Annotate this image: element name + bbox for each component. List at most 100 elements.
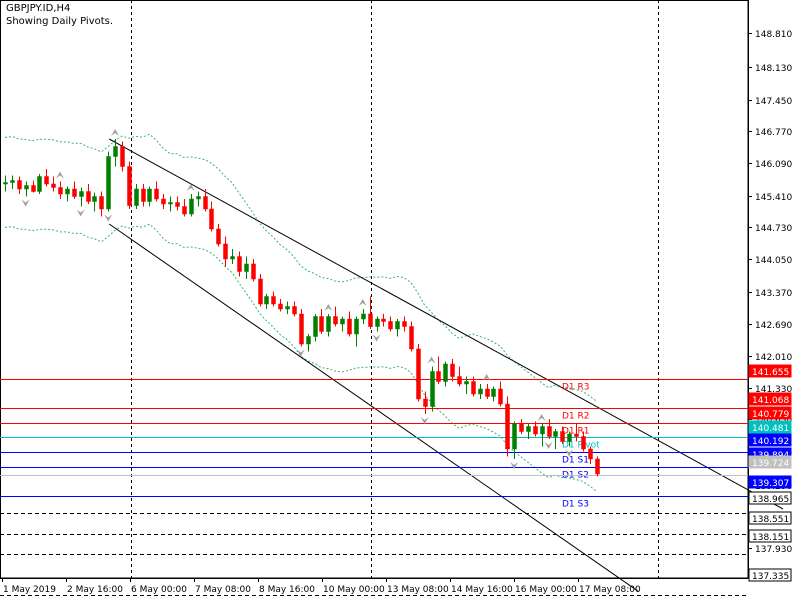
time-tick-label: 16 May 00:00 <box>515 585 577 595</box>
candle-body <box>86 191 91 202</box>
candle <box>409 321 414 352</box>
time-tick-label: 6 May 00:00 <box>131 585 187 595</box>
candle <box>113 139 118 167</box>
time-tick-label: 2 May 16:00 <box>67 585 123 595</box>
candle <box>388 316 393 332</box>
price-scale-tag: 139.307 <box>748 475 792 489</box>
candle-body <box>409 326 414 350</box>
candle-body <box>464 381 469 385</box>
candle-body <box>436 371 441 382</box>
pivot-label: D1 R2 <box>562 412 590 422</box>
price-tag-bg <box>748 364 792 378</box>
candle <box>196 191 201 207</box>
candle-body <box>519 423 524 432</box>
candle-body <box>574 433 579 437</box>
candle-body <box>595 458 600 475</box>
candle <box>168 196 173 212</box>
fractal-up-icon <box>186 184 195 191</box>
candle <box>560 426 565 444</box>
candle <box>498 381 503 407</box>
candle-body <box>512 423 517 450</box>
candle <box>51 176 56 192</box>
candle <box>423 391 428 414</box>
candle <box>134 184 139 209</box>
price-tick-label: 142.010 <box>755 353 792 363</box>
time-tick-label: 14 May 16:00 <box>451 585 513 595</box>
candle-body <box>306 336 311 345</box>
price-tick-label: 148.810 <box>755 30 792 40</box>
candle <box>340 316 345 332</box>
candle <box>99 191 104 217</box>
time-tick-label: 17 May 08:00 <box>579 585 641 595</box>
price-tag-bg <box>748 420 792 434</box>
candle <box>154 181 159 202</box>
fractal-down-icon <box>565 449 574 457</box>
candle <box>443 361 448 387</box>
candle-body <box>498 388 503 405</box>
candle <box>258 274 263 307</box>
candle-body <box>485 388 490 397</box>
candle <box>567 431 572 447</box>
candle-body <box>92 196 97 202</box>
price-tick-label: 141.330 <box>755 385 792 395</box>
candle <box>244 256 249 279</box>
fractal-down-icon <box>296 349 305 357</box>
price-scale-tag: 140.481 <box>748 420 792 434</box>
time-tick-label: 7 May 08:00 <box>195 585 251 595</box>
candle <box>581 431 586 452</box>
candle <box>540 424 545 447</box>
candle <box>574 424 579 442</box>
candle <box>209 201 214 232</box>
candle <box>395 319 400 337</box>
candle <box>120 141 125 172</box>
candle-body <box>223 243 228 260</box>
candle <box>44 169 49 187</box>
candle <box>354 316 359 347</box>
candle <box>319 309 324 334</box>
candle-body <box>285 306 290 310</box>
candle-body <box>189 198 194 215</box>
price-tag-bg <box>748 529 792 543</box>
price-tag-label: 140.192 <box>752 437 789 447</box>
price-scale-tag: 138.151 <box>748 529 792 543</box>
candle-body <box>209 208 214 230</box>
candle-body <box>430 371 435 407</box>
candle-body <box>51 183 56 188</box>
price-tag-bg <box>748 511 792 525</box>
price-scale-tag: 138.551 <box>748 511 792 525</box>
candle-body <box>37 176 42 192</box>
candle-body <box>292 306 297 315</box>
candle-body <box>99 196 104 210</box>
candle-body <box>10 180 15 183</box>
candle-body <box>560 431 565 442</box>
pivot-label: D1 Pivot <box>562 441 600 451</box>
candle-body <box>244 263 249 272</box>
pivot-label: D1 S3 <box>562 500 589 510</box>
plot-frame <box>0 0 749 579</box>
candle <box>505 396 510 457</box>
candle-body <box>278 303 283 310</box>
candle <box>127 161 132 209</box>
candle-body <box>381 318 386 322</box>
price-tag-bg <box>748 392 792 406</box>
price-scale-tag: 140.779 <box>748 406 792 420</box>
candle-body <box>416 348 421 400</box>
candle-body <box>168 202 173 205</box>
candle-body <box>196 196 201 200</box>
candle <box>65 186 70 202</box>
price-tick-label: 144.730 <box>755 224 792 234</box>
candle <box>58 181 63 199</box>
candle <box>333 306 338 327</box>
candle <box>512 421 517 459</box>
candle-body <box>230 256 235 260</box>
candle-body <box>388 321 393 330</box>
candle-body <box>258 278 263 305</box>
candle <box>24 181 29 197</box>
price-tag-label: 137.335 <box>752 572 789 582</box>
price-tag-label: 141.655 <box>752 368 789 378</box>
candle-body <box>237 256 242 272</box>
price-tick-label: 145.410 <box>755 193 792 203</box>
candle <box>375 316 380 332</box>
candle <box>306 334 311 352</box>
